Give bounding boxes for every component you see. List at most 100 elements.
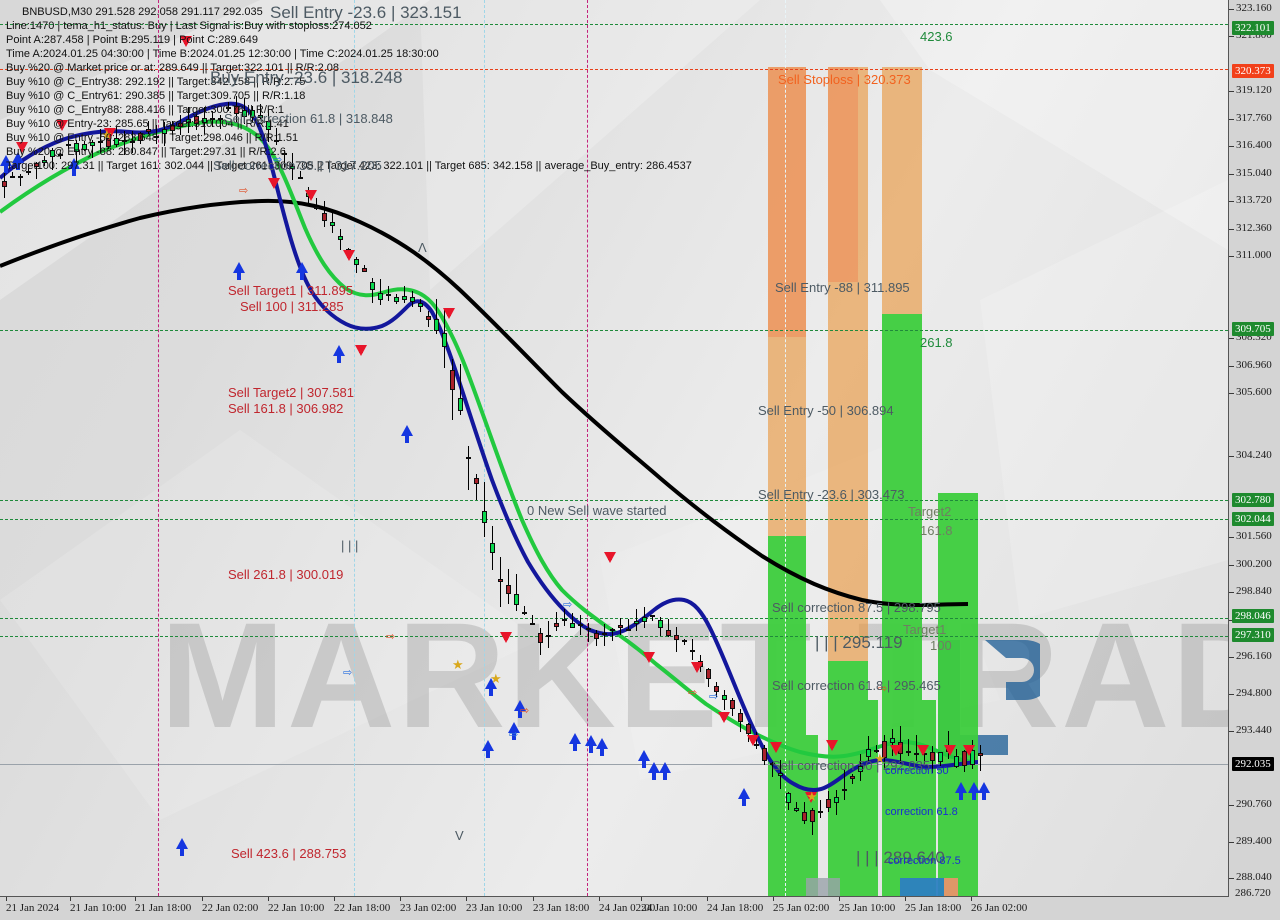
annotation-sell-correction-382: Sell correction 38.2 | 317.205 bbox=[213, 158, 382, 173]
candle-body bbox=[730, 700, 735, 709]
candle-body bbox=[58, 153, 63, 156]
candle-body bbox=[794, 808, 799, 811]
time-tick bbox=[6, 897, 7, 901]
candle-wick bbox=[92, 140, 93, 159]
candle-body bbox=[122, 139, 127, 143]
candle-wick bbox=[692, 639, 693, 660]
candle-body bbox=[250, 110, 255, 118]
candle-body bbox=[442, 333, 447, 347]
candle-body bbox=[554, 623, 559, 628]
candle-wick bbox=[636, 608, 637, 631]
sell-arrow-icon bbox=[691, 662, 703, 673]
sell-arrow-icon bbox=[343, 250, 355, 261]
time-tick-label: 23 Jan 02:00 bbox=[400, 902, 457, 914]
annotation-sell-100: Sell 100 | 311.285 bbox=[240, 299, 344, 314]
candle-wick bbox=[484, 481, 485, 538]
price-tick bbox=[1229, 537, 1234, 538]
candle-body bbox=[202, 117, 207, 124]
candle-body bbox=[362, 267, 367, 272]
price-highlight-pill: 320.373 bbox=[1232, 64, 1274, 78]
price-tick bbox=[1229, 393, 1234, 394]
candle-wick bbox=[316, 197, 317, 210]
price-tick bbox=[1229, 366, 1234, 367]
sell-arrow-icon bbox=[180, 36, 192, 47]
zone-green-4 bbox=[938, 493, 978, 896]
price-highlight-pill: 309.705 bbox=[1232, 322, 1274, 336]
price-scale[interactable]: 323.160 321.800 319.120 317.760 316.400 315.0… bbox=[1229, 0, 1280, 899]
time-tick bbox=[268, 897, 269, 901]
buy-arrow-icon bbox=[596, 738, 608, 756]
candle-body bbox=[290, 165, 295, 169]
caret-down-marker: V bbox=[455, 828, 464, 843]
time-tick-label: 21 Jan 18:00 bbox=[135, 902, 192, 914]
candle-body bbox=[690, 650, 695, 653]
info-line: Buy %20 @ Entry -88: 280.847 || Target:2… bbox=[6, 146, 286, 158]
price-tick-label: 313.720 bbox=[1236, 194, 1272, 206]
candle-body bbox=[354, 259, 359, 265]
sell-arrow-icon bbox=[16, 142, 28, 153]
annotation-sell-corr-50: Sell correction 50 | 292.035 bbox=[772, 758, 931, 773]
candle-body bbox=[530, 622, 535, 625]
price-tick-label: 315.040 bbox=[1236, 167, 1272, 179]
level-label-4236: 423.6 bbox=[920, 29, 953, 44]
candle-body bbox=[954, 756, 959, 767]
star-marker-icon: ★ bbox=[101, 127, 113, 142]
zone-orange-1 bbox=[768, 67, 806, 536]
candle-body bbox=[466, 456, 471, 459]
time-scale[interactable]: 21 Jan 2024 21 Jan 10:00 21 Jan 18:00 22 Ja… bbox=[0, 897, 1280, 920]
level-red-stoploss bbox=[0, 69, 1228, 70]
caret-up-marker: Λ bbox=[418, 240, 427, 255]
time-tick bbox=[533, 897, 534, 901]
candle-body bbox=[66, 143, 71, 146]
candle-body bbox=[714, 686, 719, 692]
chart-plot-area[interactable]: MARKET TRADE bbox=[0, 0, 1229, 897]
candle-body bbox=[506, 585, 511, 594]
annotation-bottom-price: | | | 289.640 bbox=[856, 848, 945, 867]
price-tick-label: 323.160 bbox=[1236, 2, 1272, 14]
sell-arrow-icon bbox=[770, 742, 782, 753]
candle-body bbox=[458, 397, 463, 411]
price-tick-label: 288.040 bbox=[1236, 871, 1272, 883]
time-tick-label: 25 Jan 18:00 bbox=[905, 902, 962, 914]
annotation-corr-875-blue: correction 87.5 bbox=[888, 855, 961, 867]
vline-magenta-2 bbox=[587, 0, 588, 896]
time-tick bbox=[400, 897, 401, 901]
vline-cyan-2 bbox=[484, 0, 485, 896]
candle-body bbox=[258, 114, 263, 118]
price-tick-label: 300.200 bbox=[1236, 558, 1272, 570]
buy-arrow-icon bbox=[955, 782, 967, 800]
price-tick-label: 316.400 bbox=[1236, 139, 1272, 151]
price-highlight-pill: 297.310 bbox=[1232, 628, 1274, 642]
price-tick bbox=[1229, 201, 1234, 202]
candle-wick bbox=[260, 103, 261, 120]
price-highlight-pill: 292.035 bbox=[1232, 757, 1274, 771]
buy-arrow-icon bbox=[648, 762, 660, 780]
sell-arrow-icon bbox=[826, 740, 838, 751]
price-tick bbox=[1229, 878, 1234, 879]
candle-body bbox=[770, 763, 775, 766]
price-tick-label: 317.760 bbox=[1236, 112, 1272, 124]
candle-body bbox=[434, 318, 439, 331]
buy-arrow-icon bbox=[0, 155, 12, 173]
candle-body bbox=[226, 106, 231, 110]
candle-wick bbox=[532, 615, 533, 626]
flag-marker-icon: ⇨ bbox=[239, 185, 249, 197]
annotation-sell-entry-top: Sell Entry -23.6 | 323.151 bbox=[270, 3, 462, 22]
zone-pink-overlay-1 bbox=[768, 67, 806, 337]
candle-body bbox=[762, 747, 767, 762]
buy-arrow-icon bbox=[569, 733, 581, 751]
annotation-sell-2618: Sell 261.8 | 300.019 bbox=[228, 567, 344, 582]
buy-arrow-icon bbox=[514, 700, 526, 718]
level-label-target2: Target2 bbox=[908, 504, 952, 519]
candle-body bbox=[522, 611, 527, 614]
candle-wick bbox=[124, 131, 125, 155]
buy-arrow-icon bbox=[68, 158, 80, 176]
candle-body bbox=[882, 741, 887, 758]
candle-wick bbox=[820, 800, 821, 818]
time-tick-label: 22 Jan 18:00 bbox=[334, 902, 391, 914]
candle-wick bbox=[36, 162, 37, 179]
candle-wick bbox=[588, 622, 589, 642]
candle-body bbox=[810, 810, 815, 822]
time-tick-label: 25 Jan 10:00 bbox=[839, 902, 896, 914]
